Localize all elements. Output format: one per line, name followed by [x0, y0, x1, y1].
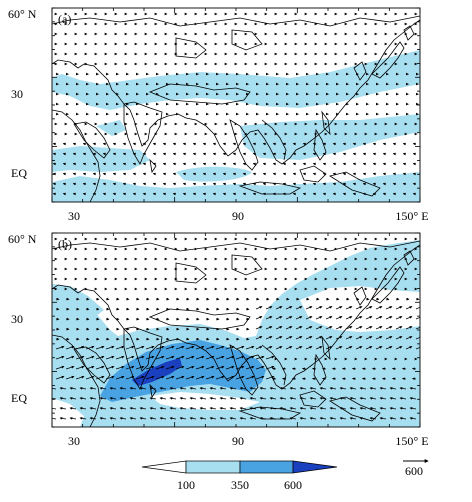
- panel-a-lon-150: 150° E: [395, 209, 428, 223]
- wind-vector: [383, 379, 387, 380]
- panel-b-lon-30: 30: [68, 434, 80, 448]
- wind-vector: [403, 379, 407, 380]
- wind-vector: [333, 369, 337, 370]
- panel-b-label: (b): [58, 237, 72, 251]
- wind-vector: [303, 369, 307, 370]
- wind-vector: [256, 307, 262, 310]
- reference-vector: 600: [403, 461, 428, 478]
- wind-vector: [256, 317, 262, 320]
- colorbar-cell-high: [293, 461, 337, 473]
- panel-a-lat-eq: EQ: [11, 166, 27, 180]
- panel-b-lat-30: 30: [11, 312, 23, 326]
- panel-b-lat-eq: EQ: [11, 391, 27, 405]
- colorbar: 100 350 600: [142, 461, 337, 492]
- wind-vector: [333, 379, 337, 380]
- colorbar-cell-2: [240, 461, 293, 473]
- wind-vector: [413, 369, 417, 370]
- wind-vector: [353, 369, 357, 370]
- wind-vector: [343, 369, 347, 370]
- wind-vector: [293, 369, 297, 370]
- colorbar-tick-100: 100: [177, 478, 195, 492]
- wind-vector: [373, 379, 377, 380]
- colorbar-cell-low: [142, 461, 186, 473]
- wind-vector: [353, 379, 357, 380]
- panel-b-lon-90: 90: [232, 434, 244, 448]
- panel-a-shade-ellipse: [176, 167, 252, 182]
- colorbar-tick-600: 600: [284, 478, 302, 492]
- panel-a: (a) 60° N 30 EQ 30 90 150° E: [8, 7, 429, 223]
- wind-vector: [413, 379, 417, 380]
- wind-vector: [313, 379, 317, 380]
- panel-a-lat-30: 30: [11, 87, 23, 101]
- wind-vector: [383, 369, 387, 370]
- panel-a-lon-90: 90: [232, 209, 244, 223]
- wind-vector: [303, 379, 307, 380]
- panel-a-lon-30: 30: [68, 209, 80, 223]
- panel-a-lat-60: 60° N: [8, 7, 37, 21]
- panel-a-label: (a): [58, 12, 71, 26]
- wind-vector: [273, 369, 277, 370]
- panel-a-shading: [52, 14, 420, 202]
- wind-vector: [343, 379, 347, 380]
- panel-b: (b) 60° N 30 EQ 30 90 150° E: [8, 232, 429, 448]
- wind-vector: [373, 369, 377, 370]
- colorbar-tick-350: 350: [231, 478, 249, 492]
- wind-vector: [393, 369, 397, 370]
- wind-vector: [363, 379, 367, 380]
- panel-b-shading: [50, 239, 422, 427]
- panel-a-shade-north-band: [52, 50, 420, 110]
- reference-vector-label: 600: [405, 464, 423, 478]
- wind-vector: [393, 379, 397, 380]
- panel-b-lat-60: 60° N: [8, 232, 37, 246]
- colorbar-cell-1: [186, 461, 240, 473]
- panel-a-shade-central: [240, 114, 420, 160]
- wind-vector: [363, 369, 367, 370]
- wind-vector: [403, 369, 407, 370]
- panel-b-lon-150: 150° E: [395, 434, 428, 448]
- panel-a-shade-west: [52, 146, 150, 172]
